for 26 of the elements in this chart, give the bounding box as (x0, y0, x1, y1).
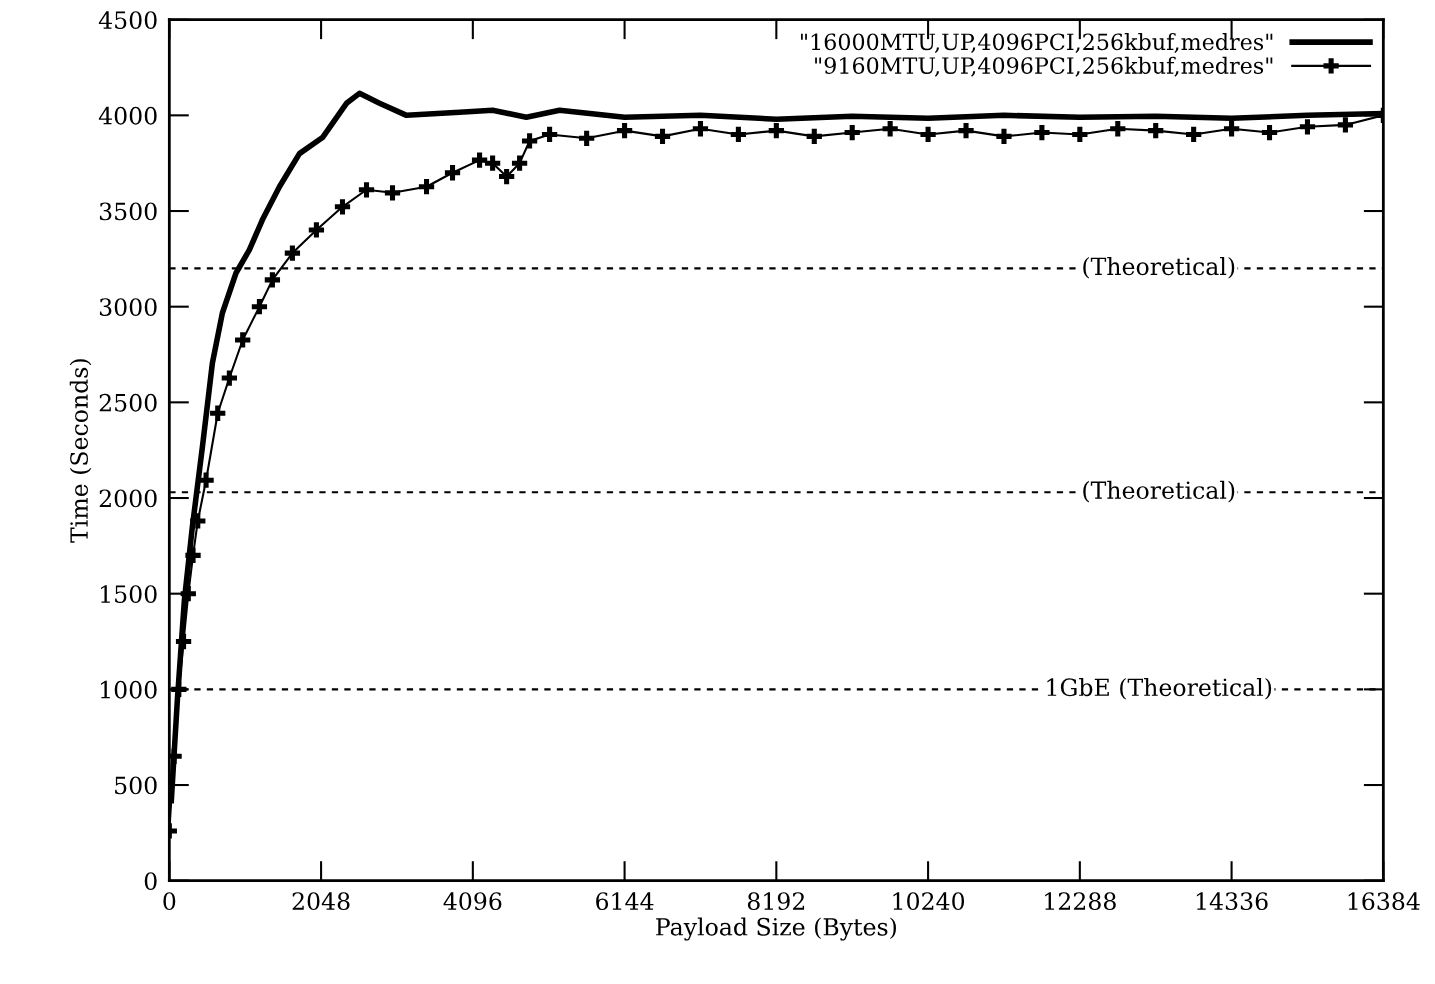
ref-line-label: (Theoretical) (1083, 480, 1235, 503)
ref-line-label: 1GbE (Theoretical) (1047, 677, 1272, 700)
y-tick-label: 4500 (98, 11, 157, 29)
ref-line-label: (Theoretical) (1083, 256, 1235, 279)
y-tick-label: 2000 (99, 489, 157, 508)
x-tick-label: 8192 (747, 892, 805, 911)
y-tick-label: 4000 (98, 106, 157, 125)
y-tick-label: 1000 (101, 680, 157, 699)
x-tick-label: 10240 (893, 892, 965, 911)
y-tick-label: 500 (115, 776, 157, 795)
x-tick-label: 12288 (1045, 892, 1116, 911)
x-tick-label: 4096 (443, 892, 502, 911)
x-tick-label: 14336 (1196, 892, 1268, 911)
x-tick-label: 2048 (292, 892, 350, 911)
x-tick-label: 6144 (596, 892, 654, 911)
x-tick-label: 0 (163, 892, 176, 911)
x-axis-title: Payload Size (Bytes) (656, 917, 896, 941)
y-tick-label: 0 (144, 872, 157, 890)
legend-label: "9160MTU,UP,4096PCI,256kbuf,medres" (815, 56, 1273, 77)
y-tick-label: 2500 (99, 393, 157, 412)
y-tick-label: 1500 (101, 585, 157, 603)
x-tick-label: 16384 (1348, 892, 1420, 911)
legend-label: "16000MTU,UP,4096PCI,256kbuf,medres" (801, 33, 1273, 53)
y-tick-label: 3500 (99, 202, 157, 221)
y-tick-label: 3000 (99, 298, 157, 316)
y-axis-title: Time (Seconds) (69, 359, 92, 543)
